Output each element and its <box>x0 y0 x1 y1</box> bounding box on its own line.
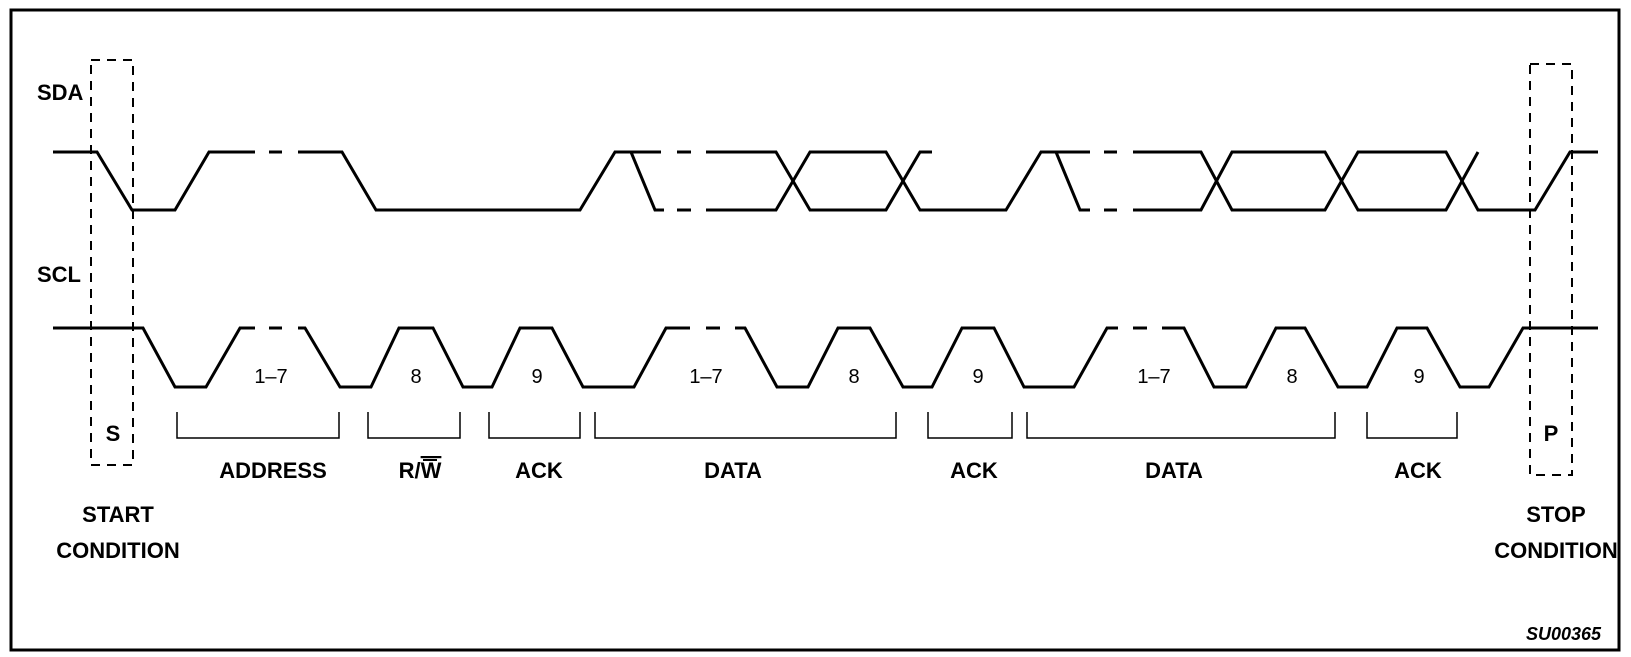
ack1-bracket <box>488 412 581 439</box>
ack3-label: ACK <box>1394 458 1442 483</box>
address-label: ADDRESS <box>219 458 327 483</box>
figure-code: SU00365 <box>1526 624 1602 644</box>
data2-bits-number: 1–7 <box>1137 366 1170 388</box>
scl-label: SCL <box>37 262 81 287</box>
stop-condition-line1: STOP <box>1526 502 1586 527</box>
sda-label: SDA <box>37 80 84 105</box>
data1-bracket <box>594 412 897 439</box>
start-condition-line1: START <box>82 502 154 527</box>
start-marker: S <box>106 421 121 446</box>
stop-marker: P <box>1544 421 1559 446</box>
stop-condition-box <box>1529 63 1573 476</box>
sda-waveform <box>53 150 1598 212</box>
ack-bit-number-3: 9 <box>1413 366 1424 388</box>
group-brackets <box>176 412 1458 439</box>
ack3-bracket <box>1366 412 1458 439</box>
ack1-label: ACK <box>515 458 563 483</box>
rw-overlined-w: W <box>421 458 442 483</box>
ack2-label: ACK <box>950 458 998 483</box>
data1-bits-number: 1–7 <box>689 366 722 388</box>
ack-bit-number-1: 9 <box>531 366 542 388</box>
data2-label: DATA <box>1145 458 1203 483</box>
ack-bit-number-2: 9 <box>972 366 983 388</box>
rw-bit-number: 8 <box>410 366 421 388</box>
data2-bracket <box>1026 412 1336 439</box>
scl-waveform <box>53 326 1598 389</box>
start-condition-line2: CONDITION <box>56 538 179 563</box>
data1-label: DATA <box>704 458 762 483</box>
stop-condition-line2: CONDITION <box>1494 538 1617 563</box>
data1-bit8-number: 8 <box>848 366 859 388</box>
address-bracket <box>176 412 340 439</box>
rw-label: R/W <box>399 458 442 483</box>
start-condition-box <box>90 59 134 466</box>
ack2-bracket <box>927 412 1013 439</box>
figure-frame <box>9 8 1621 652</box>
rw-bracket <box>367 412 461 439</box>
data2-bit8-number: 8 <box>1286 366 1297 388</box>
address-bits-number: 1–7 <box>254 366 287 388</box>
